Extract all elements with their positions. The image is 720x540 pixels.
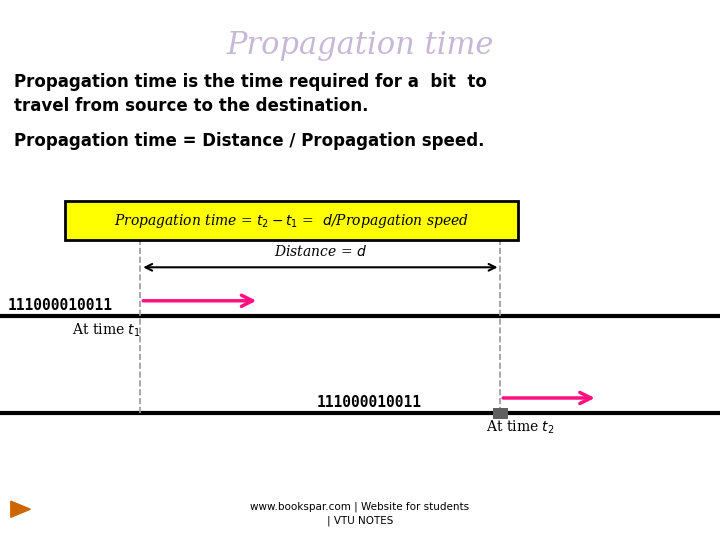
Text: 111000010011: 111000010011 — [317, 395, 422, 410]
Text: Propagation time = Distance / Propagation speed.: Propagation time = Distance / Propagatio… — [14, 132, 485, 150]
Text: 111000010011: 111000010011 — [7, 298, 112, 313]
Text: Propagation time: Propagation time — [226, 30, 494, 60]
Bar — [493, 408, 508, 418]
Text: Propagation time is the time required for a  bit  to: Propagation time is the time required fo… — [14, 73, 487, 91]
Text: www.bookspar.com | Website for students
| VTU NOTES: www.bookspar.com | Website for students … — [251, 502, 469, 526]
Polygon shape — [11, 501, 30, 517]
Text: Propagation time = $t_2 - t_1$ =  $d$/Propagation speed: Propagation time = $t_2 - t_1$ = $d$/Pro… — [114, 212, 469, 230]
Text: travel from source to the destination.: travel from source to the destination. — [14, 97, 369, 115]
FancyBboxPatch shape — [65, 201, 518, 240]
Text: Distance = $d$: Distance = $d$ — [274, 244, 367, 259]
Text: At time $t_1$: At time $t_1$ — [72, 321, 140, 339]
Text: At time $t_2$: At time $t_2$ — [486, 418, 554, 436]
